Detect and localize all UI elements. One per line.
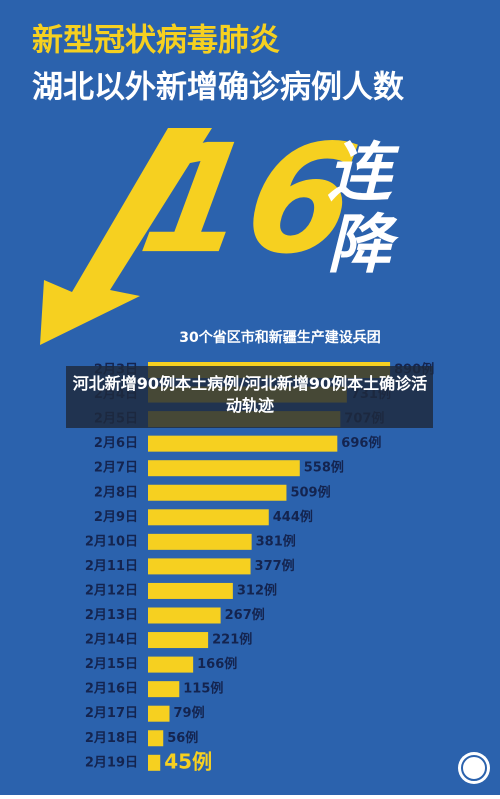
value-label: 56例: [167, 730, 198, 746]
y-tick-label: 2月15日: [85, 657, 138, 672]
bar: [148, 705, 170, 722]
overlay-box: 河北新增90例本土病例/河北新增90例本土确诊活动轨迹: [72, 374, 428, 415]
bar: [148, 509, 269, 526]
y-tick-label: 2月14日: [85, 633, 138, 648]
title: 新型冠状病毒肺炎: [32, 23, 280, 59]
y-tick-label: 2月11日: [85, 559, 138, 574]
overlay-headline: 河北新增90例本土病例/河北新增90例本土确诊活动轨迹: [72, 374, 428, 415]
headline-text: 连降: [316, 138, 391, 282]
bar: [148, 533, 252, 550]
y-tick-label: 2月17日: [85, 706, 138, 721]
y-tick-label: 2月10日: [85, 534, 138, 549]
value-label: 509例: [290, 484, 330, 500]
value-label: 267例: [225, 607, 265, 623]
chart-title: 30个省区市和新疆生产建设兵团: [179, 329, 380, 346]
y-tick-label: 2月16日: [85, 682, 138, 697]
y-tick-label: 2月18日: [85, 731, 138, 746]
y-tick-label: 2月8日: [94, 485, 138, 500]
y-tick-label: 2月9日: [94, 510, 138, 525]
value-label: 377例: [255, 558, 295, 574]
value-label: 696例: [341, 435, 381, 451]
y-tick-label: 2月13日: [85, 608, 138, 623]
value-label: 312例: [237, 582, 277, 598]
subtitle: 湖北以外新增确诊病例人数: [32, 70, 404, 106]
bar: [148, 484, 287, 501]
arrow-decoration: [40, 128, 212, 345]
bar: [148, 681, 180, 698]
y-tick-label: 2月12日: [85, 583, 138, 598]
bar: [148, 582, 233, 599]
y-tick-label: 2月19日: [85, 755, 138, 770]
value-label: 166例: [197, 656, 237, 672]
bar: [148, 632, 209, 649]
bar: [148, 460, 300, 477]
y-tick-label: 2月7日: [94, 461, 138, 476]
value-label: 381例: [256, 533, 296, 549]
headline-number: 16: [129, 112, 369, 287]
value-label: 45例: [164, 749, 212, 773]
overlay-banner: [66, 366, 433, 428]
bar: [148, 754, 161, 771]
value-label: 115例: [183, 681, 223, 697]
value-label: 558例: [304, 460, 344, 476]
y-tick-label: 2月6日: [94, 436, 138, 451]
bar: [148, 607, 221, 624]
bar: [148, 730, 164, 747]
bar: [148, 435, 338, 452]
bar: [148, 656, 194, 673]
bar: [148, 558, 251, 575]
logo-ring: [461, 755, 487, 781]
value-label: 444例: [273, 509, 313, 525]
value-label: 221例: [212, 632, 252, 648]
value-label: 79例: [173, 705, 204, 721]
